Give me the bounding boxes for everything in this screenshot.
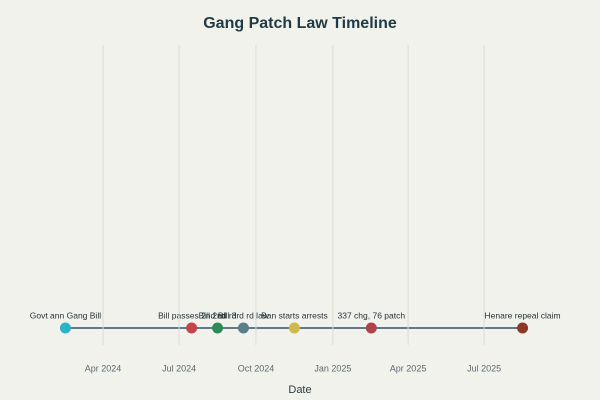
x-axis-title: Date <box>288 384 311 396</box>
event-point <box>288 322 300 334</box>
event-point <box>59 322 71 334</box>
event-point <box>517 322 529 334</box>
event-point <box>237 322 249 334</box>
x-tick-label: Jan 2025 <box>314 363 351 373</box>
event-point <box>365 322 377 334</box>
plot-area: Govt ann Gang Bill Bill passes 2nd rdBill… <box>30 310 561 334</box>
event-label: Bill passes 2nd rd <box>158 310 225 320</box>
x-tick-label: Jul 2024 <box>162 363 196 373</box>
x-tick-label: Apr 2025 <box>390 363 427 373</box>
event-label: Bill 2nd rd <box>199 310 237 320</box>
event-label: Govt ann Gang Bill <box>30 310 101 320</box>
x-tick-label: Apr 2024 <box>85 363 122 373</box>
x-tick-label: Jul 2025 <box>467 363 501 373</box>
event-label: Henare repeal claim <box>485 310 561 320</box>
event-label: Ban starts arrests <box>261 310 328 320</box>
event-label: Bill 3rd rd law <box>218 310 270 320</box>
event-point <box>212 322 224 334</box>
chart-title: Gang Patch Law Timeline <box>203 15 397 32</box>
x-tick-label: Oct 2024 <box>238 363 275 373</box>
event-point <box>186 322 198 334</box>
event-label: 337 chg, 76 patch <box>338 310 406 320</box>
